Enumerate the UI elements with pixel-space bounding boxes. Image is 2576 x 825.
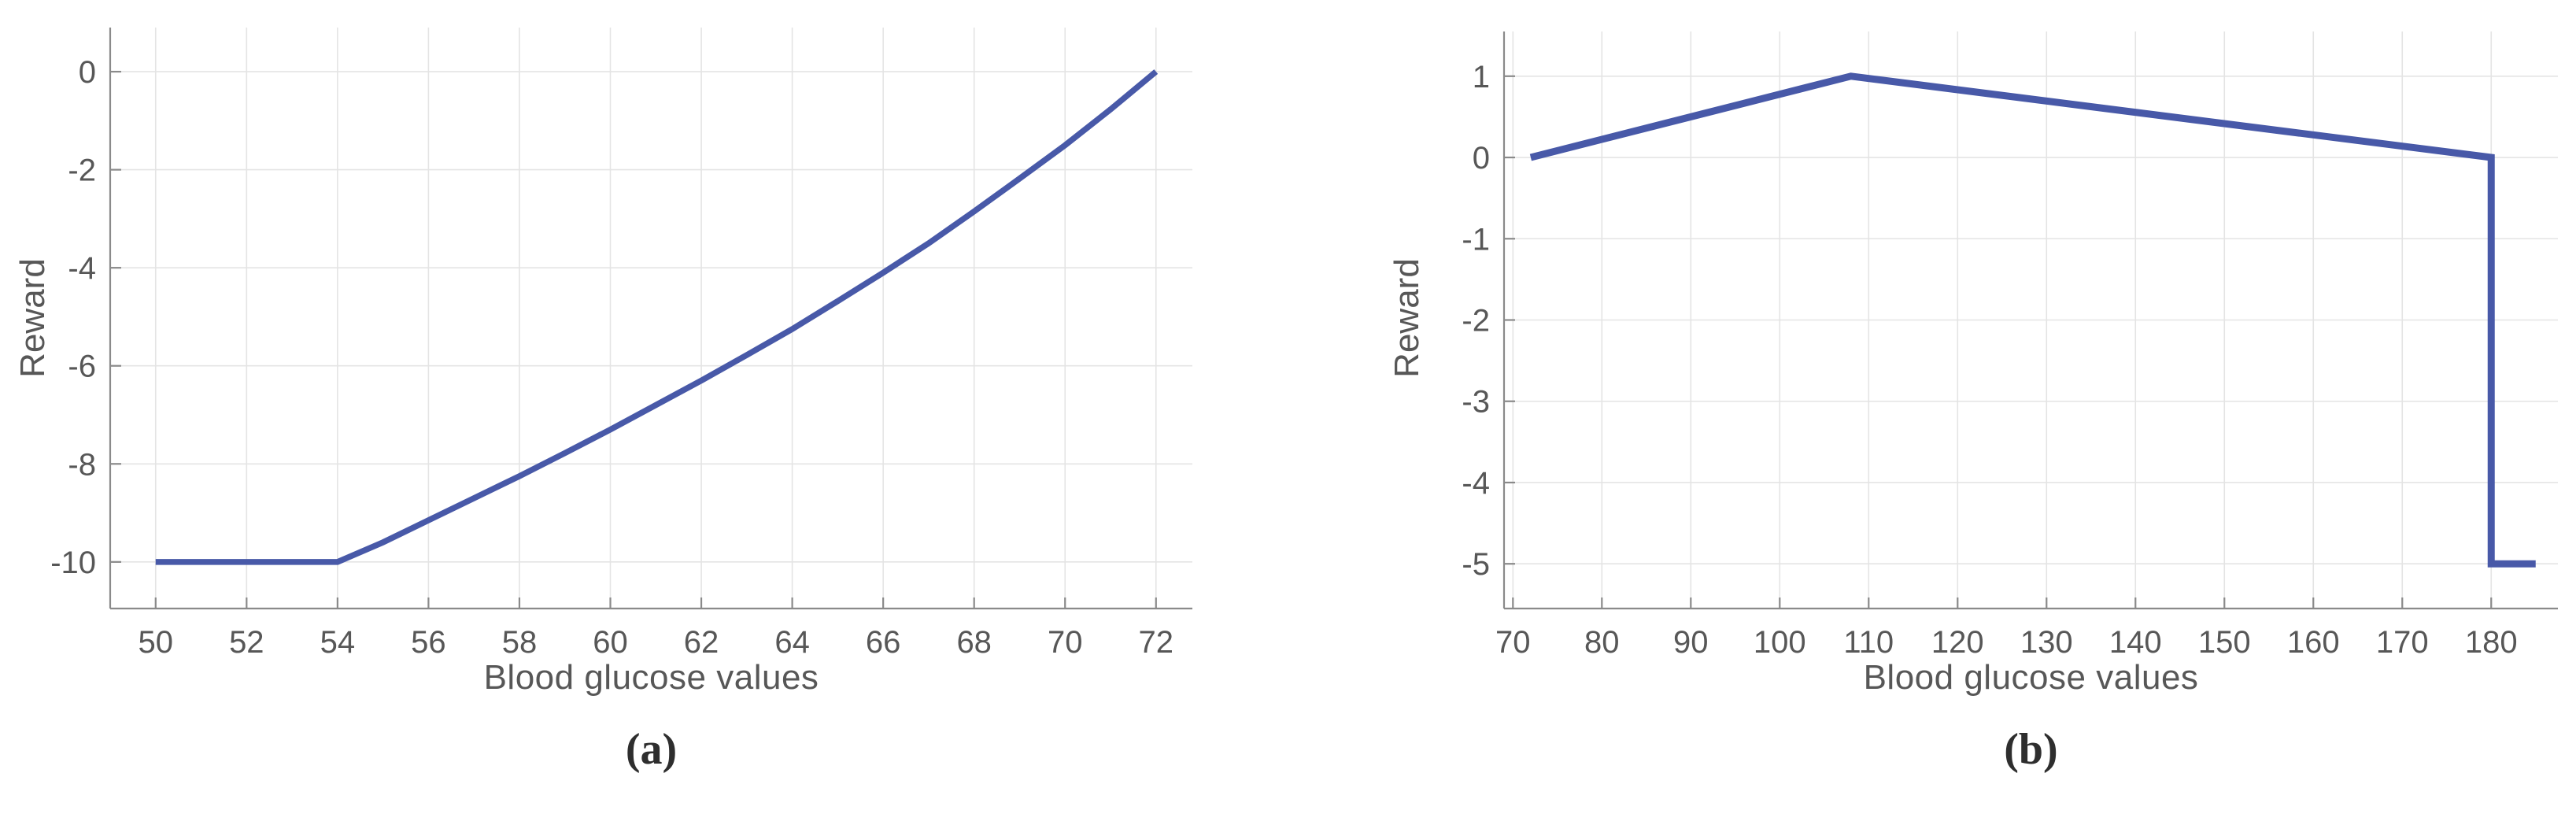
svg-text:50: 50	[139, 625, 174, 660]
svg-text:54: 54	[320, 625, 356, 660]
svg-text:-6: -6	[68, 350, 96, 384]
svg-text:-1: -1	[1462, 222, 1490, 257]
svg-text:64: 64	[774, 625, 810, 660]
svg-text:66: 66	[866, 625, 901, 660]
svg-text:70: 70	[1495, 625, 1531, 660]
svg-text:-8: -8	[68, 447, 96, 482]
chart-b-plot: 70 80 90 100 110 120 130 140 150 160 170 180 -5 -4 -3 -…	[1462, 31, 2558, 660]
svg-text:58: 58	[502, 625, 538, 660]
svg-text:80: 80	[1584, 625, 1620, 660]
chart-b-x-axis-label: Blood glucose values	[1863, 658, 2199, 697]
svg-text:1: 1	[1473, 60, 1490, 94]
chart-a-caption: (a)	[625, 725, 678, 774]
svg-text:62: 62	[684, 625, 719, 660]
chart-b-caption: (b)	[2004, 725, 2058, 774]
svg-text:-3: -3	[1462, 385, 1490, 420]
svg-text:150: 150	[2198, 625, 2251, 660]
svg-text:100: 100	[1754, 625, 1806, 660]
chart-a-plot: 50 52 54 56 58 60 62 64 66 68 70 72 -10 -8 -6 -4 -2 0	[50, 28, 1192, 660]
svg-text:72: 72	[1139, 625, 1174, 660]
svg-text:0: 0	[1473, 141, 1490, 176]
svg-text:90: 90	[1673, 625, 1709, 660]
svg-text:110: 110	[1843, 625, 1894, 660]
chart-a-x-axis-label: Blood glucose values	[483, 658, 819, 697]
svg-text:56: 56	[411, 625, 446, 660]
svg-text:-4: -4	[1462, 466, 1490, 501]
chart-b-y-axis-label: Reward	[1388, 258, 1426, 378]
svg-text:0: 0	[79, 55, 96, 90]
svg-text:-2: -2	[68, 154, 96, 188]
chart-a-y-axis-label: Reward	[13, 258, 52, 378]
svg-text:120: 120	[1931, 625, 1984, 660]
svg-text:-4: -4	[68, 251, 96, 286]
svg-text:170: 170	[2376, 625, 2429, 660]
svg-text:140: 140	[2109, 625, 2162, 660]
svg-text:-2: -2	[1462, 304, 1490, 339]
svg-text:130: 130	[2020, 625, 2073, 660]
svg-text:52: 52	[229, 625, 264, 660]
svg-text:68: 68	[956, 625, 992, 660]
svg-text:-5: -5	[1462, 547, 1490, 582]
svg-text:70: 70	[1048, 625, 1083, 660]
svg-text:160: 160	[2287, 625, 2340, 660]
svg-text:180: 180	[2465, 625, 2518, 660]
svg-text:60: 60	[593, 625, 628, 660]
svg-text:-10: -10	[50, 546, 96, 580]
